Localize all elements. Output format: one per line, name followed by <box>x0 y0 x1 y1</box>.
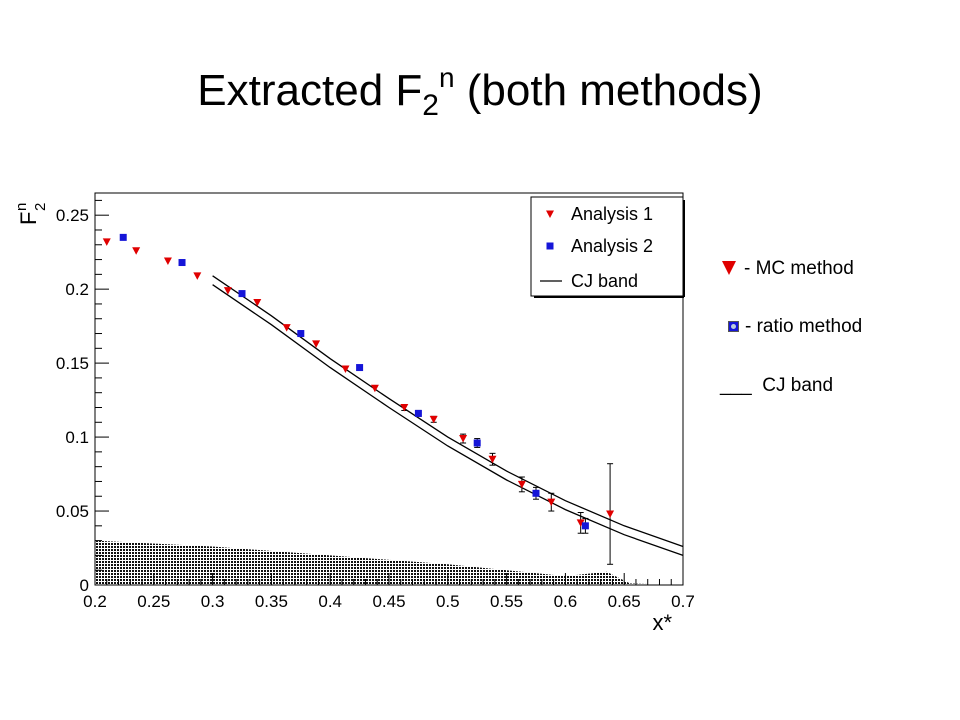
side-legend-cj-label: CJ band <box>762 375 834 396</box>
analysis-2-point <box>414 409 422 417</box>
analysis-1-point <box>429 415 438 424</box>
triangle-marker-icon <box>722 261 736 275</box>
analysis-2-point <box>119 233 127 241</box>
analysis-1-point <box>193 272 202 280</box>
x-tick-label: 0.25 <box>137 592 170 611</box>
y-tick-label: 0.25 <box>56 206 89 225</box>
analysis-1-point <box>459 435 468 443</box>
x-tick-label: 0.45 <box>372 592 405 611</box>
y-tick-label: 0.15 <box>56 354 89 373</box>
legend-entry-label: Analysis 2 <box>571 236 653 256</box>
x-axis-label: x* <box>652 610 672 635</box>
y-axis-label-main: F <box>16 212 41 225</box>
analysis-2-point <box>178 259 186 267</box>
x-tick-label: 0.2 <box>83 592 107 611</box>
side-legend-ratio: - ratio method <box>728 316 862 338</box>
title-rest: (both methods) <box>454 66 763 115</box>
legend-analysis-1-marker <box>546 210 554 218</box>
y-axis-label-sup: n <box>13 203 30 211</box>
systematic-band <box>95 540 683 585</box>
analysis-1-point <box>400 403 409 412</box>
y-axis-label-sub: 2 <box>32 203 49 211</box>
legend-entry-label: CJ band <box>571 271 638 291</box>
y-tick-label: 0.05 <box>56 502 89 521</box>
analysis-1-point <box>312 340 321 348</box>
analysis-2-point <box>581 522 589 530</box>
side-legend-mc-label: - MC method <box>744 258 854 279</box>
side-legend-cj: ___ CJ band <box>720 375 833 397</box>
analysis-1-point <box>370 384 379 393</box>
x-tick-label: 0.65 <box>608 592 641 611</box>
y-tick-label: 0.1 <box>65 428 89 447</box>
y-tick-label: 0.2 <box>65 280 89 299</box>
x-tick-label: 0.5 <box>436 592 460 611</box>
x-tick-label: 0.35 <box>255 592 288 611</box>
analysis-1-point <box>223 287 232 295</box>
cj-band-upper-line <box>212 275 684 548</box>
analysis-1-point <box>132 247 141 255</box>
cj-band-lower-line <box>212 284 684 557</box>
title-text: Extracted F <box>197 66 423 115</box>
analysis-2-point <box>473 439 481 447</box>
y-axis-label: F2n <box>13 203 49 225</box>
analysis-1-point <box>163 257 172 266</box>
x-tick-label: 0.55 <box>490 592 523 611</box>
analysis-2-point <box>532 489 540 497</box>
analysis-1-point <box>517 480 526 489</box>
analysis-1-point <box>282 324 291 332</box>
analysis-1-point <box>547 498 556 507</box>
slide-title: Extracted F2n (both methods) <box>0 62 960 123</box>
analysis-2-point <box>238 290 246 298</box>
analysis-1-point <box>488 455 497 464</box>
analysis-1-point <box>253 298 262 307</box>
cj-line-icon: ___ <box>720 375 752 396</box>
title-subscript: 2 <box>422 89 439 122</box>
analysis-1-point <box>606 510 615 518</box>
legend-entry-label: Analysis 1 <box>571 204 653 224</box>
side-legend-mc: - MC method <box>722 258 854 280</box>
x-tick-label: 0.4 <box>318 592 342 611</box>
analysis-1-point <box>576 519 585 527</box>
x-tick-label: 0.3 <box>201 592 225 611</box>
title-superscript: n <box>438 62 455 93</box>
analysis-1-point <box>341 365 350 374</box>
side-legend-ratio-label: - ratio method <box>745 316 863 337</box>
legend-analysis-2-marker <box>546 242 554 250</box>
square-marker-icon <box>728 321 739 332</box>
analysis-2-point <box>297 330 305 338</box>
x-tick-label: 0.7 <box>671 592 695 611</box>
y-tick-label: 0 <box>80 576 89 595</box>
x-tick-label: 0.6 <box>554 592 578 611</box>
analysis-2-point <box>356 364 364 372</box>
analysis-1-point <box>102 238 111 246</box>
